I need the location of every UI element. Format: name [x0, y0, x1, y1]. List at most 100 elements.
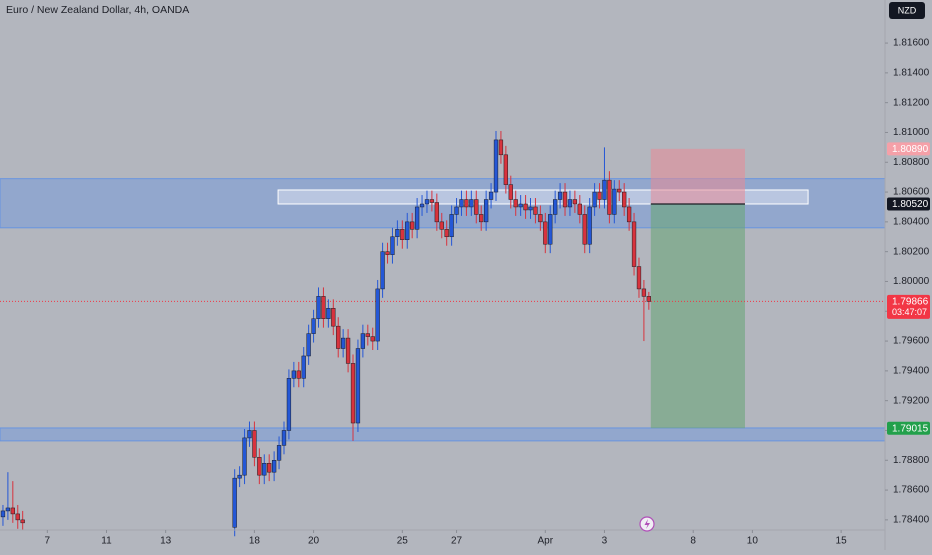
y-tick-label: 1.81400	[893, 68, 930, 79]
candle-body	[612, 188, 617, 215]
candle-body	[375, 288, 380, 342]
candle-body	[291, 370, 296, 379]
candle-body	[626, 206, 632, 223]
candle-body	[242, 437, 247, 476]
x-tick-label: 7	[45, 536, 51, 547]
candle-body	[582, 214, 587, 245]
candle-body	[237, 474, 242, 479]
candle-body	[622, 191, 627, 208]
y-tick-label: 1.81000	[893, 127, 930, 138]
candle-body	[444, 229, 449, 238]
candle-body	[434, 202, 439, 223]
candle-body	[474, 199, 479, 215]
candle-body	[553, 199, 558, 215]
stop-zone	[650, 148, 745, 204]
candle-body	[276, 445, 282, 461]
currency-button-bg[interactable]	[889, 2, 925, 19]
y-tick-label: 1.80000	[893, 276, 930, 287]
candle-body	[449, 214, 454, 238]
candle-body	[281, 430, 287, 446]
x-tick-label: 3	[602, 536, 608, 547]
candle-body	[602, 179, 607, 200]
candle-body	[493, 139, 499, 193]
candle-body	[572, 199, 578, 205]
candle-body	[321, 296, 326, 319]
candle-body	[518, 203, 523, 208]
target-zone	[650, 203, 745, 429]
candle-body	[360, 333, 366, 349]
candle-body	[405, 221, 410, 240]
candle-body	[508, 184, 513, 200]
zone	[0, 427, 886, 442]
candle-body	[469, 199, 474, 208]
candle-body	[562, 191, 568, 208]
candle-body	[20, 519, 25, 524]
candle-body	[607, 179, 612, 215]
x-tick-label: 20	[308, 536, 320, 547]
candle-body	[326, 308, 331, 319]
candle-body	[395, 229, 400, 238]
candle-body	[523, 203, 528, 211]
candle-body	[5, 507, 11, 512]
candle-body	[385, 251, 390, 255]
candle-body	[262, 462, 267, 476]
countdown-label: 03:47:07	[892, 307, 927, 317]
candle-body	[528, 206, 533, 211]
candle-body	[636, 266, 642, 290]
candle-body	[617, 188, 622, 193]
currency-button[interactable]: NZD	[889, 2, 925, 19]
candle-body	[557, 191, 563, 200]
candle-body	[370, 336, 375, 342]
candle-body	[464, 199, 469, 208]
candle-body	[15, 513, 20, 521]
candle-body	[587, 206, 592, 245]
price-label-bg	[887, 142, 930, 156]
candle-body	[410, 221, 415, 230]
candle-body	[592, 191, 597, 208]
candle-body	[0, 510, 6, 518]
x-tick-label: Apr	[538, 536, 554, 547]
candle-body	[400, 229, 405, 240]
candle-body	[533, 206, 538, 215]
candle-body	[267, 462, 272, 473]
y-tick-label: 1.81600	[893, 38, 930, 49]
candle-body	[543, 221, 548, 245]
y-tick-label: 1.79400	[893, 366, 930, 377]
candle-body	[513, 199, 518, 208]
candle-body	[538, 214, 543, 223]
y-tick-label: 1.79200	[893, 395, 930, 406]
price-label-bg	[887, 421, 930, 435]
candle-body	[345, 337, 351, 364]
candle-body	[390, 236, 395, 255]
candle-body	[414, 206, 420, 230]
candle-body	[331, 308, 336, 327]
candle-body	[306, 333, 311, 357]
candle-body	[380, 251, 385, 290]
x-tick-label: 27	[451, 536, 463, 547]
candle-body	[646, 296, 651, 302]
candle-body	[10, 507, 15, 515]
price-label: 1.79015	[892, 423, 929, 434]
current-price-bg	[887, 294, 930, 319]
candle-body	[252, 430, 257, 458]
x-tick-label: 10	[747, 536, 759, 547]
y-tick-label: 1.78600	[893, 485, 930, 496]
candle-body	[488, 191, 494, 200]
candle-body	[424, 199, 430, 205]
currency-label[interactable]: NZD	[898, 5, 917, 15]
candle-body	[316, 296, 321, 319]
replay-icon-bolt[interactable]	[644, 519, 651, 529]
x-tick-label: 18	[249, 536, 261, 547]
x-tick-label: 11	[101, 536, 112, 547]
candle-body	[641, 288, 647, 297]
candle-body	[479, 214, 484, 223]
x-tick-label: 13	[160, 536, 172, 547]
candle-body	[429, 199, 435, 203]
replay-icon[interactable]	[639, 516, 655, 532]
y-tick-label: 1.81200	[893, 97, 930, 108]
candle-body	[341, 337, 346, 349]
price-label: 1.80520	[892, 199, 929, 210]
